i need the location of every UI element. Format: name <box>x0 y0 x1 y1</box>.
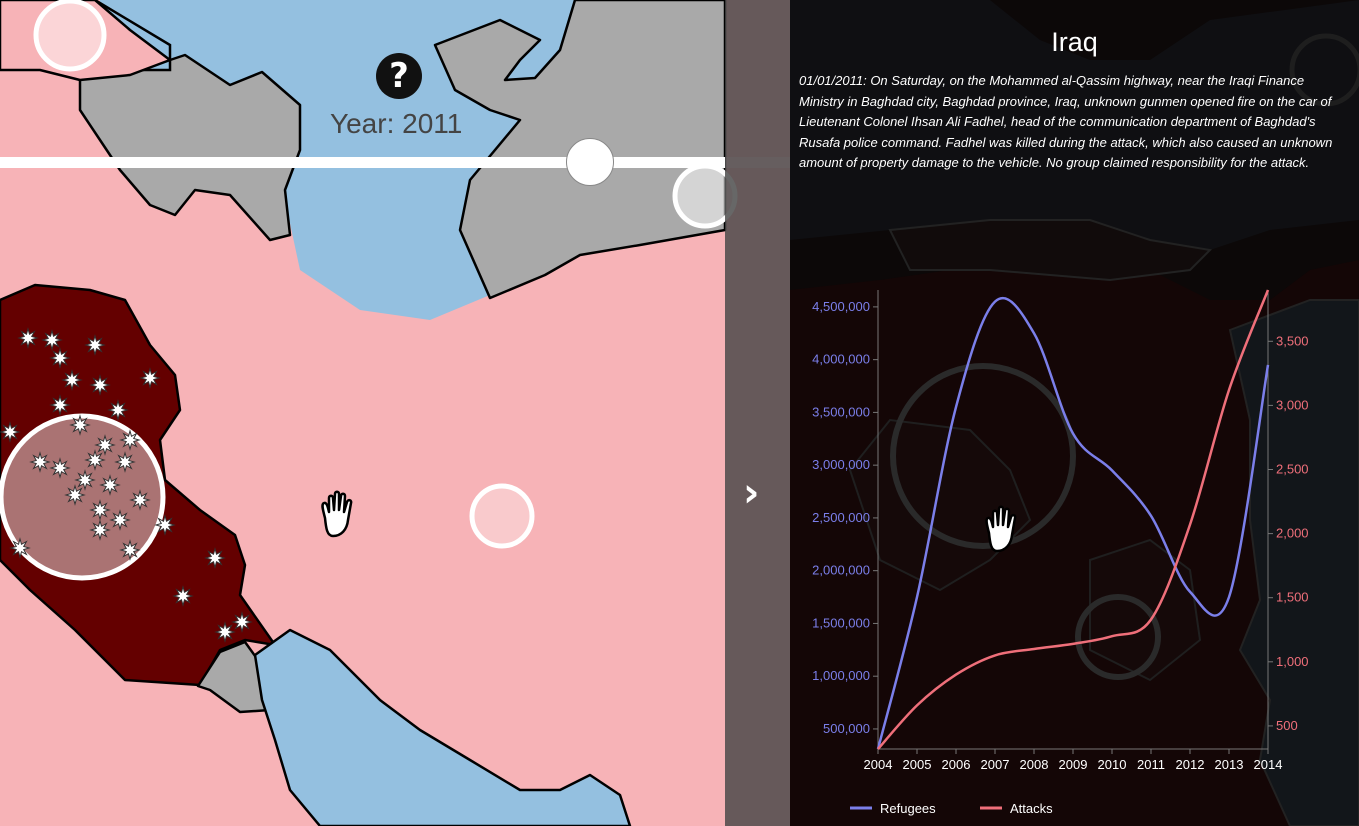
chevron-right-icon: › <box>743 470 760 516</box>
map-area[interactable]: ? Year: 2011 <box>0 0 790 826</box>
x-tick-label: 2011 <box>1137 757 1165 772</box>
attack-star-icon <box>204 547 226 569</box>
left-tick-label: 4,000,000 <box>812 352 870 367</box>
year-slider-handle[interactable] <box>566 138 614 186</box>
sidebar-toggle-button[interactable]: › <box>725 0 790 826</box>
left-tick-label: 500,000 <box>823 721 870 736</box>
attack-star-icon <box>41 329 63 351</box>
attack-star-icon <box>119 539 141 561</box>
attack-star-icon <box>49 347 71 369</box>
attack-star-icon <box>9 537 31 559</box>
chart-legend: Refugees Attacks <box>850 801 1053 816</box>
attack-star-icon <box>84 334 106 356</box>
left-tick-label: 2,000,000 <box>812 563 870 578</box>
x-tick-label: 2005 <box>903 757 932 772</box>
x-tick-label: 2014 <box>1254 757 1283 772</box>
attack-cluster-marker[interactable] <box>33 0 107 72</box>
x-tick-label: 2007 <box>981 757 1010 772</box>
attack-star-icon <box>107 399 129 421</box>
refugees-attacks-chart: 500,000 1,000,000 1,500,000 2,000,000 2,500,… <box>812 289 1309 816</box>
event-description: 01/01/2011: On Saturday, on the Mohammed… <box>799 73 1333 170</box>
attack-star-icon <box>84 449 106 471</box>
attack-star-icon <box>119 429 141 451</box>
attack-star-icon <box>64 484 86 506</box>
attack-star-icon <box>89 374 111 396</box>
attack-stars <box>0 327 253 643</box>
left-tick-label: 3,500,000 <box>812 404 870 419</box>
country-title: Iraq <box>1051 27 1098 57</box>
attack-star-icon <box>74 469 96 491</box>
attack-star-icon <box>17 327 39 349</box>
x-tick-label: 2009 <box>1059 757 1088 772</box>
right-tick-label: 2,000 <box>1276 526 1309 541</box>
right-tick-label: 1,000 <box>1276 654 1309 669</box>
right-tick-label: 3,500 <box>1276 333 1309 348</box>
attack-cluster-marker[interactable] <box>469 483 535 549</box>
right-tick-label: 500 <box>1276 718 1298 733</box>
attack-star-icon <box>61 369 83 391</box>
right-tick-label: 3,000 <box>1276 397 1309 412</box>
attack-star-icon <box>49 457 71 479</box>
help-button[interactable]: ? <box>376 53 422 99</box>
attack-star-icon <box>172 585 194 607</box>
attack-star-icon <box>89 519 111 541</box>
x-tick-label: 2008 <box>1020 757 1049 772</box>
attack-star-icon <box>69 414 91 436</box>
hand-icon <box>985 505 1017 553</box>
series-line-attacks <box>877 289 1270 750</box>
attack-star-icon <box>114 451 136 473</box>
attack-star-icon <box>49 394 71 416</box>
right-tick-label: 1,500 <box>1276 590 1309 605</box>
year-slider-track[interactable] <box>0 157 725 168</box>
legend-label-refugees[interactable]: Refugees <box>880 801 936 816</box>
left-tick-label: 1,500,000 <box>812 615 870 630</box>
country-upper-left[interactable] <box>0 0 172 82</box>
attack-star-icon <box>94 434 116 456</box>
attack-star-icon <box>139 367 161 389</box>
attack-star-icon <box>0 421 21 443</box>
chart-series <box>876 289 1270 750</box>
legend-label-attacks[interactable]: Attacks <box>1010 801 1053 816</box>
country-neighbor-northwest[interactable] <box>78 53 302 242</box>
hand-icon <box>321 490 353 538</box>
x-tick-label: 2012 <box>1176 757 1205 772</box>
chart-axes: 500,000 1,000,000 1,500,000 2,000,000 2,500,… <box>812 290 1309 772</box>
attack-star-icon <box>214 621 236 643</box>
attack-star-icon <box>154 514 176 536</box>
left-tick-label: 3,000,000 <box>812 457 870 472</box>
x-tick-label: 2004 <box>864 757 893 772</box>
series-line-refugees <box>876 296 1270 750</box>
left-tick-label: 1,000,000 <box>812 668 870 683</box>
right-tick-label: 2,500 <box>1276 461 1309 476</box>
region-map[interactable] <box>0 0 790 826</box>
attack-star-icon <box>129 489 151 511</box>
attack-star-icon <box>109 509 131 531</box>
left-tick-label: 4,500,000 <box>812 299 870 314</box>
year-label: Year: 2011 <box>330 108 463 139</box>
attack-star-icon <box>99 474 121 496</box>
x-tick-label: 2010 <box>1098 757 1127 772</box>
x-tick-label: 2013 <box>1215 757 1244 772</box>
info-panel: Iraq 01/01/2011: On Saturday, on the Moh… <box>790 0 1359 826</box>
left-tick-label: 2,500,000 <box>812 510 870 525</box>
attack-star-icon <box>29 451 51 473</box>
attack-star-icon <box>231 611 253 633</box>
x-tick-label: 2006 <box>942 757 971 772</box>
persian-gulf-region <box>253 628 632 826</box>
attack-star-icon <box>89 499 111 521</box>
